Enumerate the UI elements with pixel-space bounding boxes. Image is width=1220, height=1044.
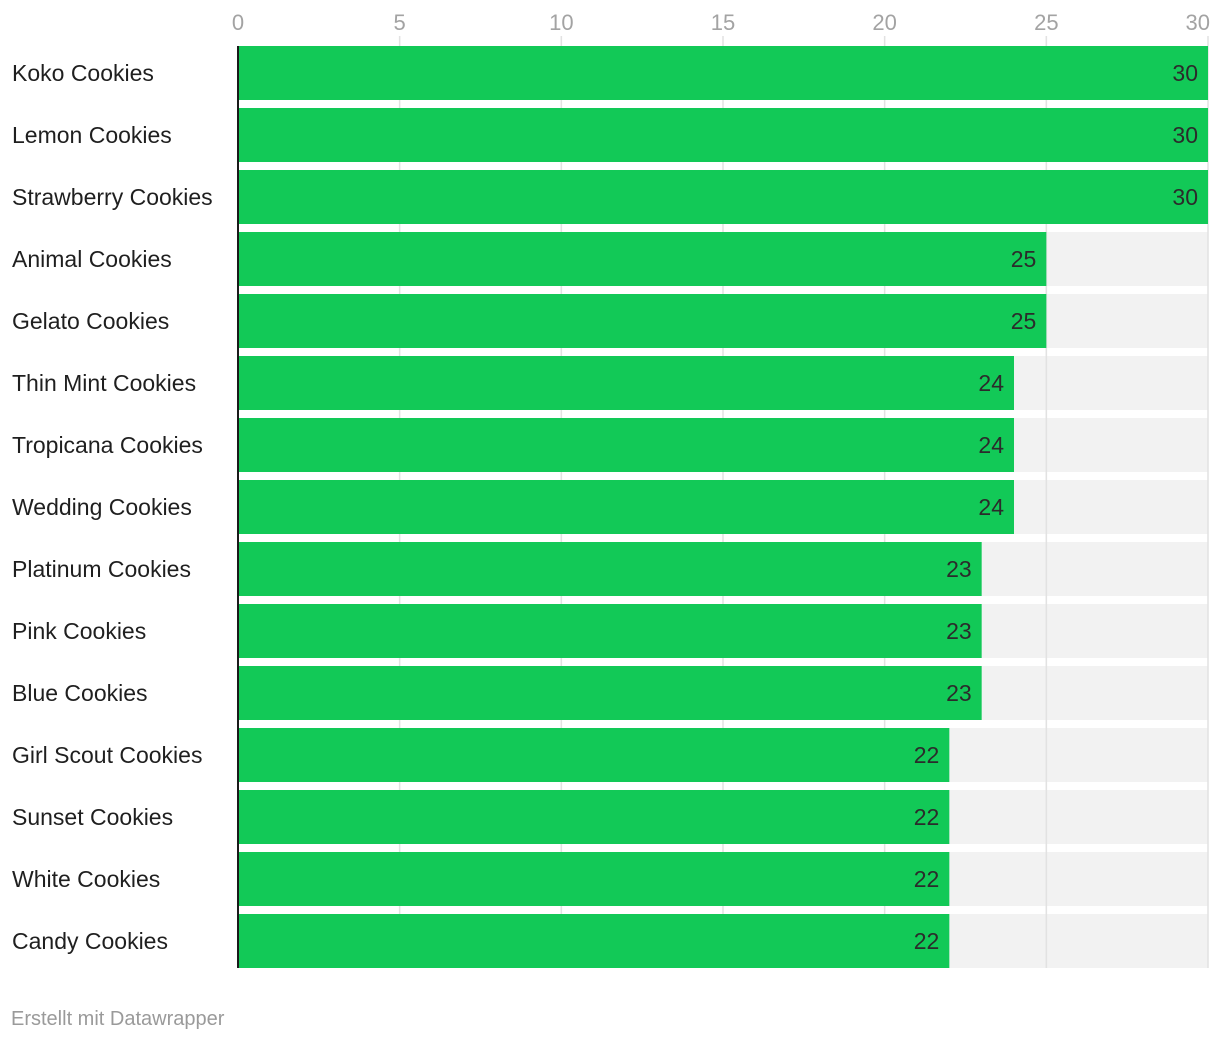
x-tick-label: 15 bbox=[711, 10, 735, 35]
category-label: Candy Cookies bbox=[12, 928, 168, 954]
data-label: 22 bbox=[914, 928, 940, 954]
category-label: Thin Mint Cookies bbox=[12, 370, 196, 396]
bar bbox=[238, 418, 1014, 472]
data-label: 23 bbox=[946, 556, 972, 582]
x-tick-label: 0 bbox=[232, 10, 244, 35]
data-label: 22 bbox=[914, 742, 940, 768]
data-label: 24 bbox=[978, 432, 1004, 458]
bar bbox=[238, 914, 950, 968]
bar bbox=[238, 480, 1014, 534]
bar bbox=[238, 294, 1047, 348]
data-label: 22 bbox=[914, 866, 940, 892]
bars bbox=[238, 46, 1208, 968]
data-label: 22 bbox=[914, 804, 940, 830]
x-tick-label: 30 bbox=[1186, 10, 1210, 35]
bar bbox=[238, 852, 950, 906]
bar bbox=[238, 790, 950, 844]
category-label: Platinum Cookies bbox=[12, 556, 191, 582]
category-labels: Koko Cookies Lemon Cookies Strawberry Cook… bbox=[12, 60, 213, 954]
x-tick-labels: 0 5 10 15 20 25 30 bbox=[232, 10, 1210, 35]
data-label: 23 bbox=[946, 618, 972, 644]
category-label: Koko Cookies bbox=[12, 60, 154, 86]
value-labels: 30 30 30 25 25 24 24 24 23 23 23 22 22 22 22 bbox=[914, 60, 1198, 954]
data-label: 30 bbox=[1172, 184, 1198, 210]
x-tick-label: 20 bbox=[872, 10, 896, 35]
bar bbox=[238, 604, 982, 658]
bar bbox=[238, 666, 982, 720]
category-label: Tropicana Cookies bbox=[12, 432, 203, 458]
x-tick-label: 5 bbox=[394, 10, 406, 35]
category-label: Gelato Cookies bbox=[12, 308, 169, 334]
data-label: 25 bbox=[1011, 308, 1037, 334]
bar bbox=[238, 46, 1208, 100]
data-label: 25 bbox=[1011, 246, 1037, 272]
category-label: Blue Cookies bbox=[12, 680, 148, 706]
footer-credit: Erstellt mit Datawrapper bbox=[11, 1008, 225, 1030]
category-label: Strawberry Cookies bbox=[12, 184, 213, 210]
category-label: Pink Cookies bbox=[12, 618, 146, 644]
data-label: 23 bbox=[946, 680, 972, 706]
category-label: Girl Scout Cookies bbox=[12, 742, 202, 768]
data-label: 30 bbox=[1172, 60, 1198, 86]
x-tick-label: 10 bbox=[549, 10, 573, 35]
bar bbox=[238, 232, 1047, 286]
bar bbox=[238, 542, 982, 596]
data-label: 24 bbox=[978, 370, 1004, 396]
data-label: 24 bbox=[978, 494, 1004, 520]
category-label: Wedding Cookies bbox=[12, 494, 192, 520]
x-tick-label: 25 bbox=[1034, 10, 1058, 35]
bar bbox=[238, 170, 1208, 224]
category-label: White Cookies bbox=[12, 866, 160, 892]
category-label: Lemon Cookies bbox=[12, 122, 172, 148]
data-label: 30 bbox=[1172, 122, 1198, 148]
category-label: Animal Cookies bbox=[12, 246, 172, 272]
bar bbox=[238, 356, 1014, 410]
bar bbox=[238, 728, 950, 782]
category-label: Sunset Cookies bbox=[12, 804, 173, 830]
bar bbox=[238, 108, 1208, 162]
